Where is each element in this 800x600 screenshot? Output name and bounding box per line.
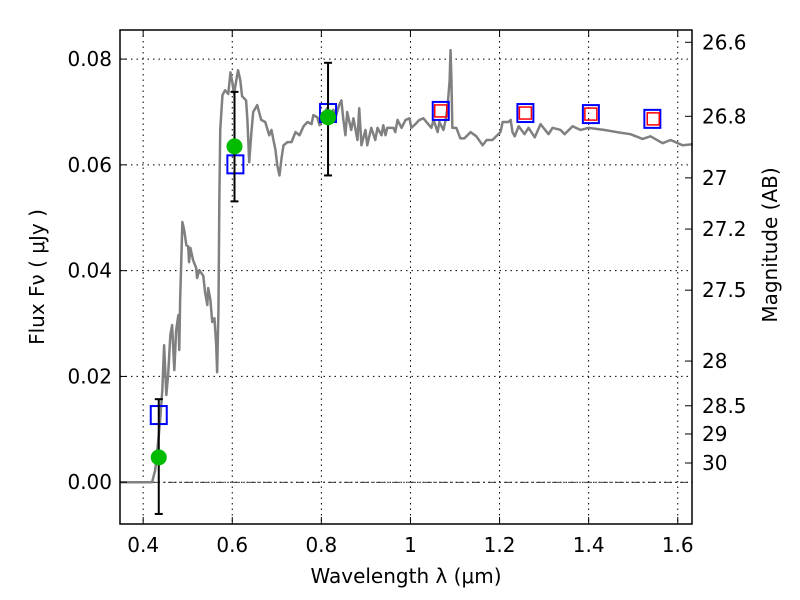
y-tick-label: 0.06 (67, 153, 112, 177)
blue-model-square (431, 100, 450, 121)
y-right-tick-label: 27.2 (702, 217, 747, 241)
x-tick-label: 1.4 (573, 533, 605, 557)
x-tick-label: 0.8 (305, 533, 337, 557)
y-tick-label: 0.08 (67, 47, 112, 71)
axis-ticks: 0.4 0.6 0.8 1 1.2 1.4 1.6 0.00 0.02 0.04 0.06 0.08 2… (67, 30, 747, 557)
x-tick-label: 1.2 (484, 533, 516, 557)
y-tick-label: 0.00 (67, 470, 112, 494)
photometry-point (226, 138, 243, 155)
y-tick-label: 0.04 (67, 259, 112, 283)
x-tick-label: 1.6 (662, 533, 694, 557)
x-axis-label: Wavelength λ (μm) (310, 564, 501, 588)
y-right-tick-label: 27.5 (702, 278, 747, 302)
red-model-square (584, 107, 598, 121)
x-tick-label: 1 (404, 533, 417, 557)
x-tick-label: 0.6 (216, 533, 248, 557)
blue-model-square (581, 104, 600, 125)
red-model-square (433, 104, 448, 118)
y-right-tick-label: 27 (702, 166, 727, 190)
spectrum-line (120, 48, 694, 484)
red-model-square (646, 112, 660, 126)
y-right-tick-label: 30 (702, 451, 727, 475)
grid (120, 30, 692, 524)
y-right-tick-label: 28 (702, 349, 727, 373)
blue-model-square (643, 108, 662, 129)
axes-frame (119, 29, 693, 525)
y-right-tick-label: 26.8 (702, 104, 747, 128)
y-tick-label: 0.02 (67, 364, 112, 388)
photometry-point (150, 449, 167, 466)
y-axis-label: Flux Fν ( μJy ) (25, 209, 49, 345)
y-right-tick-label: 26.6 (702, 30, 747, 54)
blue-model-square (516, 103, 535, 124)
plot-area (120, 48, 694, 515)
y-right-tick-label: 29 (702, 422, 727, 446)
red-model-square (518, 106, 533, 120)
x-tick-label: 0.4 (127, 533, 159, 557)
y-right-tick-label: 28.5 (702, 394, 747, 418)
y-right-axis-label: Magnitude (AB) (758, 167, 782, 322)
photometry-point (320, 109, 337, 126)
